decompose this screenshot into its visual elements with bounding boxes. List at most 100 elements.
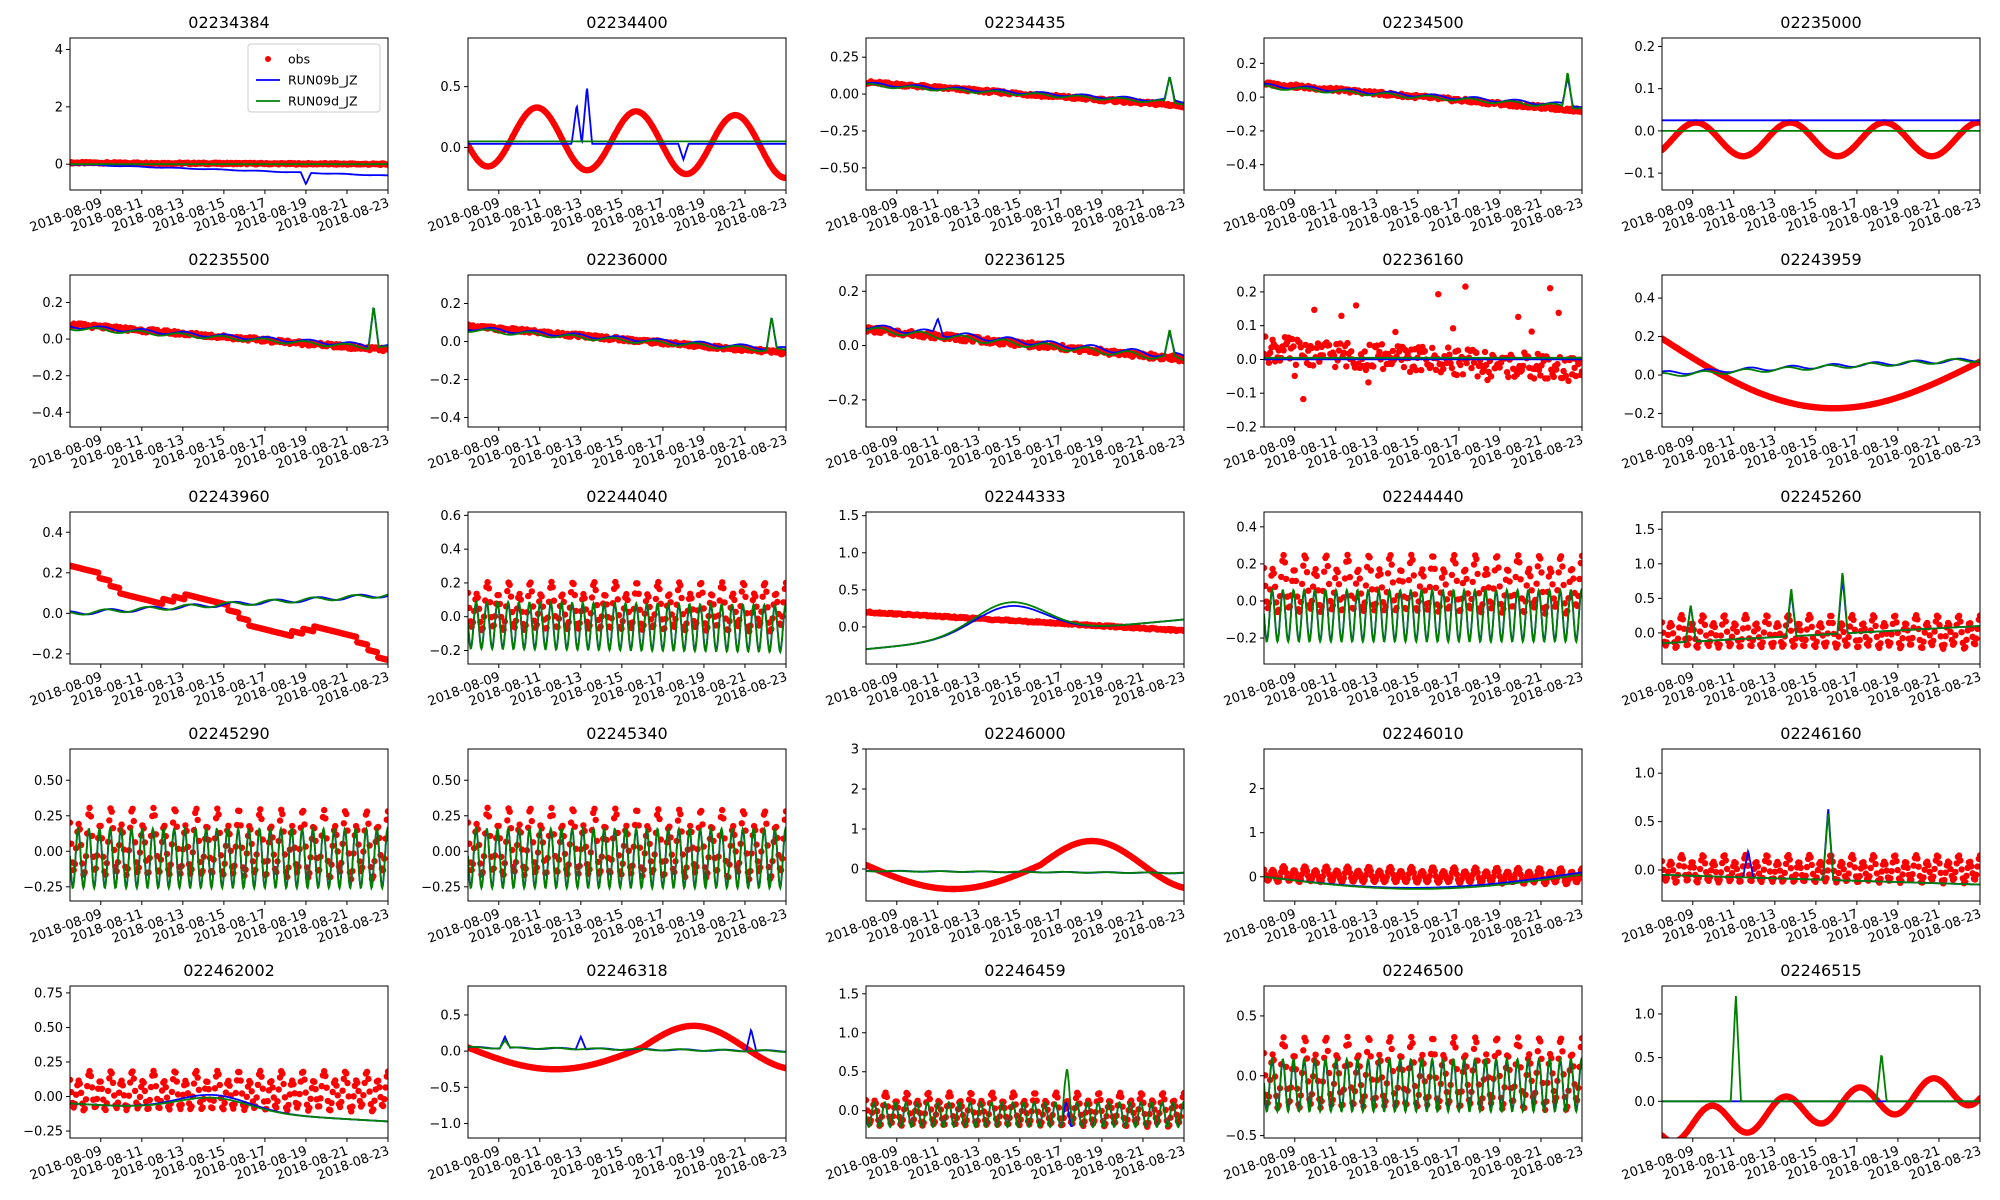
- subplot-02244040: 02244040−0.20.00.20.40.62018-08-092018-0…: [426, 487, 789, 710]
- obs-point: [580, 822, 587, 829]
- obs-point: [1409, 556, 1416, 563]
- obs-point: [780, 599, 786, 606]
- y-tick-label: 0.2: [1634, 40, 1655, 55]
- obs-point: [1335, 347, 1343, 354]
- obs-point: [1485, 584, 1492, 591]
- obs-point: [666, 591, 673, 598]
- y-tick-label: 0.0: [42, 333, 63, 348]
- obs-point: [1899, 635, 1906, 642]
- obs-point: [1797, 627, 1804, 634]
- obs-point: [151, 812, 158, 819]
- obs-point: [623, 590, 630, 598]
- obs-point: [634, 580, 641, 587]
- plot-area: [468, 804, 786, 892]
- obs-point: [1447, 359, 1454, 367]
- obs-point: [1481, 348, 1489, 356]
- obs-point: [1861, 625, 1868, 632]
- series-RUN09d_JZ: [1264, 72, 1582, 110]
- obs-point: [1324, 562, 1332, 570]
- obs-point: [1559, 563, 1566, 570]
- obs-point: [1764, 613, 1771, 620]
- obs-point: [1452, 560, 1459, 567]
- obs-point: [782, 349, 786, 356]
- obs-point: [613, 811, 620, 818]
- obs-point: [468, 840, 473, 847]
- obs-point: [1469, 578, 1476, 586]
- y-tick-label: 0.2: [42, 296, 63, 311]
- obs-point: [1942, 633, 1949, 640]
- obs-point: [741, 810, 748, 818]
- obs-point: [182, 822, 189, 829]
- obs-point: [1679, 616, 1687, 623]
- obs-point: [1554, 360, 1561, 368]
- subplot-title: 02246000: [984, 724, 1065, 743]
- y-tick-label: −0.25: [819, 124, 859, 139]
- obs-point: [498, 853, 505, 860]
- obs-point: [1346, 573, 1354, 581]
- obs-point: [581, 594, 588, 602]
- obs-point: [1340, 349, 1348, 356]
- obs-point: [1435, 291, 1442, 298]
- obs-point: [1721, 612, 1728, 619]
- obs-point: [668, 851, 675, 858]
- obs-point: [1451, 551, 1458, 559]
- plot-area: [468, 317, 786, 358]
- obs-point: [1292, 577, 1300, 585]
- obs-point: [300, 807, 307, 815]
- subplot-title: 02234400: [586, 13, 667, 32]
- subplot-title: 02244040: [586, 487, 667, 506]
- y-tick-label: 0.0: [440, 335, 461, 350]
- obs-point: [1334, 568, 1341, 576]
- obs-point: [1468, 364, 1475, 372]
- obs-point: [1325, 341, 1333, 349]
- y-tick-label: 0.0: [838, 620, 859, 635]
- obs-point: [1673, 643, 1680, 650]
- obs-point: [1519, 362, 1527, 370]
- obs-point: [1473, 349, 1480, 357]
- obs-point: [602, 592, 609, 599]
- obs-point: [634, 807, 641, 815]
- plot-area: [866, 317, 1184, 365]
- obs-point: [1367, 567, 1375, 574]
- obs-point: [1962, 644, 1969, 651]
- series-RUN09d_JZ: [70, 825, 388, 892]
- subplot-02243960: 02243960−0.20.00.20.42018-08-092018-08-1…: [28, 487, 391, 710]
- obs-point: [1560, 581, 1567, 589]
- y-tick-label: −0.2: [1225, 124, 1257, 139]
- obs-point: [1264, 582, 1269, 589]
- obs-point: [106, 577, 113, 584]
- obs-point: [1919, 644, 1926, 651]
- obs-point: [1459, 371, 1467, 378]
- obs-point: [1770, 639, 1777, 647]
- obs-point: [1432, 584, 1440, 591]
- obs-point: [782, 579, 786, 586]
- obs-point: [1952, 632, 1959, 639]
- obs-point: [1343, 363, 1350, 370]
- y-tick-label: 0.2: [1236, 557, 1257, 572]
- obs-point: [1442, 581, 1449, 588]
- subplot-title: 02245340: [586, 724, 667, 743]
- obs-point: [1325, 580, 1333, 588]
- obs-point: [1282, 575, 1290, 583]
- obs-point: [1406, 368, 1414, 375]
- obs-point: [1674, 635, 1682, 642]
- y-tick-label: 0.0: [1634, 369, 1655, 384]
- obs-point: [214, 805, 221, 812]
- obs-point: [652, 595, 660, 603]
- obs-point: [548, 578, 555, 586]
- series-RUN09d_JZ: [70, 593, 388, 616]
- obs-point: [1448, 364, 1456, 372]
- obs-point: [1546, 285, 1554, 292]
- series-RUN09b_JZ: [866, 76, 1184, 104]
- y-tick-label: 0.00: [432, 845, 461, 860]
- obs-point: [1544, 375, 1551, 382]
- y-tick-label: −0.25: [23, 880, 63, 895]
- obs-point: [1496, 583, 1503, 590]
- obs-point: [1807, 614, 1814, 621]
- obs-point: [528, 817, 535, 825]
- obs-point: [1557, 553, 1565, 560]
- obs-point: [1411, 591, 1419, 598]
- subplot-02235500: 02235500−0.4−0.20.00.22018-08-092018-08-…: [28, 250, 391, 473]
- y-tick-label: −0.50: [819, 161, 859, 176]
- obs-point: [538, 593, 545, 600]
